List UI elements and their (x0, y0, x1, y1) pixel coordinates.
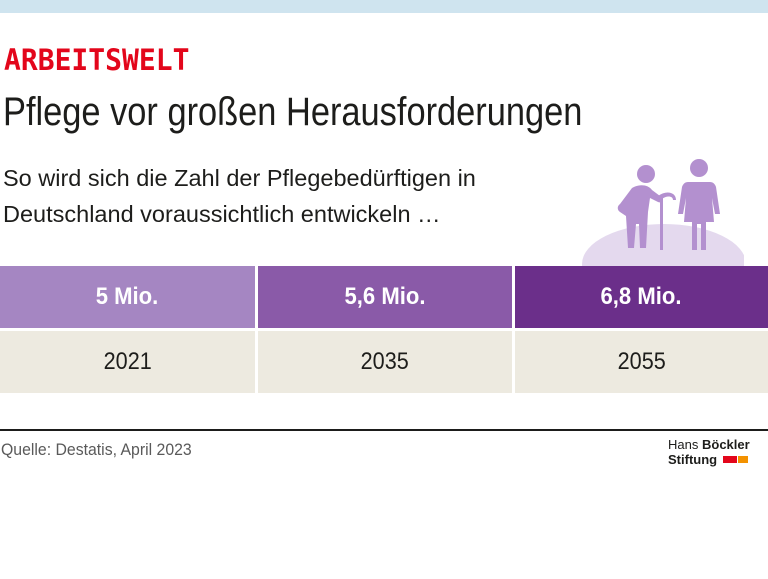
year-cell-2055: 2055 (515, 331, 768, 393)
logo-text-boeckler: Böckler (701, 437, 750, 452)
logo-line-2: Stiftung (668, 452, 764, 467)
kicker: ARBEITSWELT (4, 42, 190, 78)
value-label-2055: 6,8 Mio. (601, 283, 682, 310)
elderly-couple-icon (582, 159, 744, 268)
chart-title: Pflege vor großen Herausforderungen (3, 90, 583, 134)
source-note: Quelle: Destatis, April 2023 (1, 440, 192, 459)
chart-subtitle: So wird sich die Zahl der Pflegebedürfti… (3, 160, 643, 232)
year-label-2055: 2055 (617, 348, 666, 375)
value-cell-2055: 6,8 Mio. (515, 266, 768, 328)
logo-line-1: Hans Böckler (668, 437, 764, 452)
hans-boeckler-logo: Hans Böckler Stiftung (668, 437, 764, 471)
logo-text-stiftung: Stiftung (668, 452, 718, 467)
footer-divider (0, 429, 768, 431)
value-cell-2021: 5 Mio. (0, 266, 255, 328)
subtitle-line-1: So wird sich die Zahl der Pflegebedürfti… (3, 165, 476, 191)
woman-figure (678, 159, 720, 250)
value-cell-2035: 5,6 Mio. (258, 266, 512, 328)
year-label-2021: 2021 (103, 348, 152, 375)
data-table: 5 Mio. 5,6 Mio. 6,8 Mio. 2021 2035 2055 (0, 266, 768, 393)
logo-bar-red (723, 456, 738, 463)
year-label-2035: 2035 (360, 348, 410, 375)
year-cell-2021: 2021 (0, 331, 255, 393)
man-with-cane-figure (617, 165, 676, 250)
year-cell-2035: 2035 (258, 331, 512, 393)
value-label-2035: 5,6 Mio. (344, 283, 426, 310)
subtitle-line-2: Deutschland voraussichtlich entwickeln … (3, 201, 441, 227)
year-row: 2021 2035 2055 (0, 331, 768, 393)
logo-text-hans: Hans (668, 437, 699, 452)
value-row: 5 Mio. 5,6 Mio. 6,8 Mio. (0, 266, 768, 328)
top-strip (0, 0, 768, 13)
value-label-2021: 5 Mio. (96, 283, 159, 310)
logo-bar-orange (738, 456, 749, 463)
